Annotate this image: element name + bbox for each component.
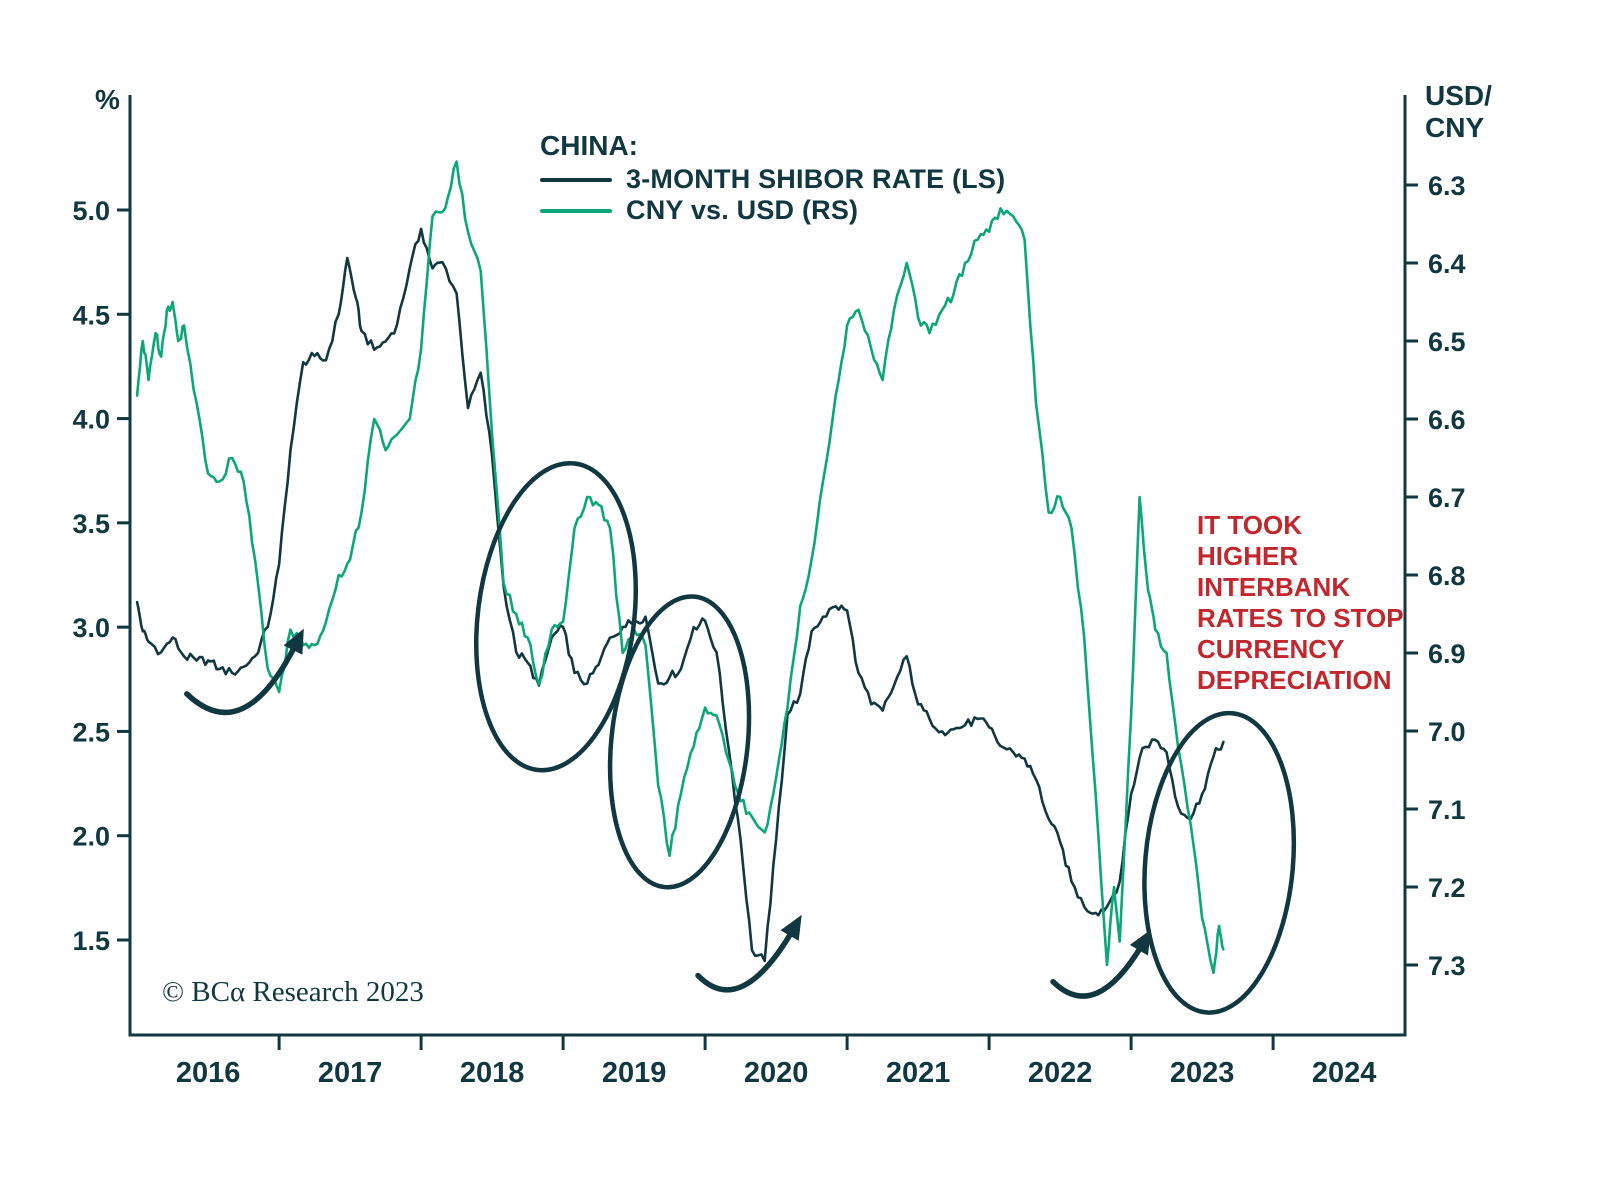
right-axis-tick-label: 6.5 (1428, 327, 1466, 357)
left-axis-tick-label: 2.5 (72, 717, 110, 747)
annotation-arrow (1050, 941, 1146, 999)
x-axis-year-label: 2022 (1028, 1057, 1093, 1089)
cny-line-swatch (540, 208, 612, 213)
right-axis-tick-label: 6.9 (1428, 639, 1466, 669)
left-axis-tick-label: 2.0 (72, 822, 110, 852)
x-axis-year-label: 2019 (602, 1057, 667, 1089)
x-axis-year-label: 2023 (1170, 1057, 1235, 1089)
series-line-shibor (135, 227, 1225, 963)
x-axis-year-label: 2021 (886, 1057, 951, 1089)
right-axis-tick-label: 6.3 (1428, 171, 1466, 201)
left-axis-tick-label: 4.0 (72, 405, 110, 435)
left-axis-unit-label: % (95, 84, 120, 115)
annotation-ellipse (1142, 710, 1297, 1015)
right-axis-tick-label: 7.1 (1428, 795, 1466, 825)
annotation-arrowhead (1129, 929, 1152, 956)
annotation-arrowhead (283, 628, 304, 655)
legend-item-shibor: 3-MONTH SHIBOR RATE (LS) (540, 164, 1005, 195)
right-axis-tick-label: 6.6 (1428, 405, 1466, 435)
right-axis-unit-label: USD/ CNY (1425, 80, 1492, 143)
shibor-line-swatch (540, 177, 612, 182)
left-axis-tick-label: 4.5 (72, 300, 110, 330)
legend-label-cny: CNY vs. USD (RS) (626, 195, 859, 225)
right-axis-tick-label: 7.0 (1428, 717, 1466, 747)
annotation-ellipse (607, 594, 752, 890)
annotation-arrow (184, 641, 299, 716)
legend-title: CHINA: (540, 130, 638, 161)
x-axis-year-label: 2017 (318, 1057, 383, 1089)
x-axis-year-label: 2016 (176, 1057, 241, 1089)
left-axis-tick-label: 3.0 (72, 613, 110, 643)
left-axis-tick-label: 5.0 (72, 196, 110, 226)
right-axis-tick-label: 6.7 (1428, 483, 1466, 513)
left-axis-tick-label: 1.5 (72, 926, 110, 956)
x-axis-year-label: 2024 (1312, 1057, 1377, 1089)
series-line-cny (135, 160, 1225, 975)
annotation-arrowhead (780, 914, 802, 941)
legend-item-cny: CNY vs. USD (RS) (540, 195, 1005, 226)
left-axis-tick-label: 3.5 (72, 509, 110, 539)
right-axis-tick-label: 7.3 (1428, 951, 1466, 981)
x-axis-year-label: 2020 (744, 1057, 809, 1089)
right-axis-tick-label: 7.2 (1428, 873, 1466, 903)
annotation-arrow (695, 926, 796, 993)
legend-label-shibor: 3-MONTH SHIBOR RATE (LS) (626, 164, 1006, 194)
annotation-note: IT TOOK HIGHER INTERBANK RATES TO STOP C… (1197, 510, 1404, 695)
annotation-ellipse (473, 460, 639, 773)
copyright: © BCα Research 2023 (162, 976, 424, 1008)
x-axis-year-label: 2018 (460, 1057, 525, 1089)
right-axis-tick-label: 6.8 (1428, 561, 1466, 591)
legend: CHINA: 3-MONTH SHIBOR RATE (LS) CNY vs. … (540, 130, 1005, 226)
right-axis-tick-label: 6.4 (1428, 249, 1466, 279)
